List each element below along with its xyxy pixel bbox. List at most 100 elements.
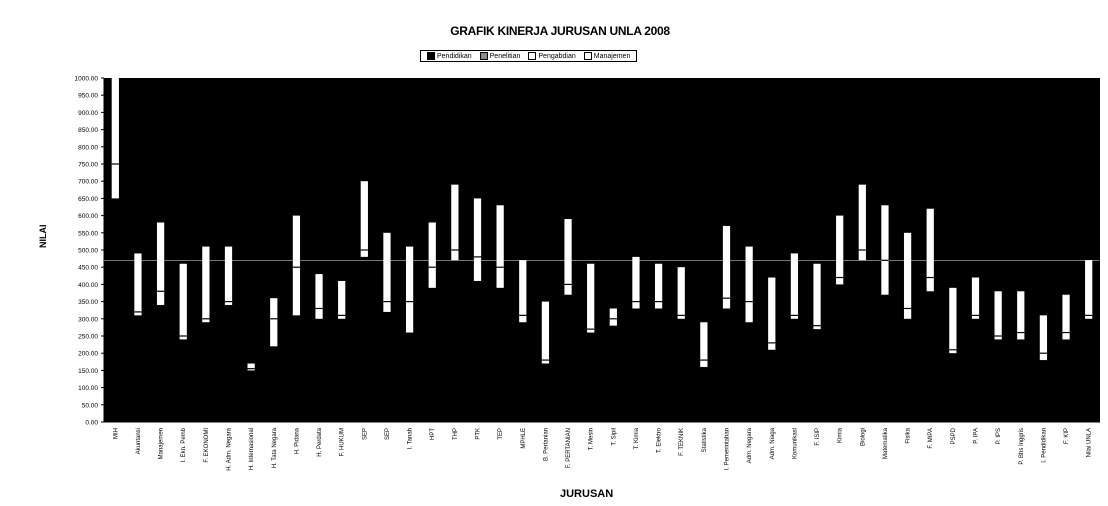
- x-tick-label: Manajemen: [159, 428, 165, 459]
- x-tick-label: P. IPA: [974, 428, 980, 444]
- range-bar: [836, 215, 844, 285]
- legend: Pendidikan Penelitian Pengabdian Manajem…: [420, 50, 638, 62]
- range-bar: [541, 301, 550, 364]
- y-tick-label: 850.00: [78, 127, 98, 134]
- y-tick-label: 750.00: [78, 162, 98, 169]
- range-bar: [111, 78, 119, 199]
- x-tick-label: MPHLE: [521, 428, 527, 449]
- legend-swatch: [427, 52, 435, 60]
- x-tick-label: Nilai UNLA: [1087, 428, 1093, 457]
- legend-swatch: [583, 52, 592, 60]
- range-bar: [1085, 260, 1093, 319]
- legend-label: Pengabdian: [538, 52, 576, 60]
- y-tick-label: 100.00: [78, 385, 98, 392]
- chart-title: GRAFIK KINERJA JURUSAN UNLA 2008: [450, 24, 670, 38]
- x-tick-label: B. Pertanian: [543, 428, 549, 461]
- y-tick-label: 0.00: [85, 420, 98, 427]
- y-tick-label: 500.00: [78, 248, 98, 255]
- x-tick-label: PSPD: [951, 427, 957, 444]
- range-bar: [292, 215, 301, 316]
- x-tick-label: P. IPS: [996, 428, 1002, 444]
- x-tick-label: T. Sipil: [611, 428, 617, 446]
- range-bar: [949, 287, 957, 354]
- x-tick-label: F. HUKUM: [340, 428, 346, 456]
- x-tick-label: H. Perdata: [317, 427, 323, 456]
- legend-label: Penelitian: [489, 52, 521, 60]
- x-tick-label: F. TEKNIK: [679, 428, 685, 456]
- range-bar: [224, 246, 233, 306]
- legend-swatch: [479, 52, 488, 60]
- range-bar: [315, 274, 323, 319]
- x-tick-label: Komunikasi: [792, 428, 798, 459]
- range-bar: [700, 322, 708, 367]
- y-tick-label: 50.00: [82, 402, 99, 409]
- legend-item: Pengabdian: [528, 52, 576, 60]
- range-bar: [338, 280, 346, 319]
- y-tick-label: 700.00: [78, 179, 98, 186]
- x-tick-label: Biologi: [860, 428, 866, 446]
- range-bar: [587, 263, 595, 333]
- range-bar: [134, 253, 142, 316]
- x-axis: MIH Akuntansi Manajemen I. Ekn. Pemb F. EKON…: [104, 421, 1100, 471]
- y-axis: 0.00 50.00 100.00 150.00 200.00 250.00 300.00 3…: [75, 76, 1100, 427]
- x-tick-label: SEP: [385, 428, 391, 440]
- plot-background: [104, 78, 1100, 422]
- y-tick-label: 300.00: [78, 316, 98, 323]
- x-tick-label: TEP: [498, 428, 504, 440]
- range-bar: [564, 219, 572, 295]
- x-tick-label: I. Tanah: [408, 428, 414, 449]
- x-axis-label: JURUSAN: [560, 488, 614, 500]
- x-tick-label: F. PERTANIAN: [566, 428, 572, 468]
- range-bar: [926, 208, 934, 292]
- range-bar: [179, 263, 187, 340]
- range-bar: [971, 277, 980, 319]
- legend-item: Manajemen: [583, 52, 631, 60]
- range-bar: [813, 263, 821, 330]
- x-tick-label: I. Pemerintahan: [725, 428, 731, 470]
- range-bar: [1017, 291, 1025, 340]
- x-tick-label: F. KIP: [1064, 428, 1070, 444]
- x-tick-label: F. ISIP: [815, 428, 821, 446]
- range-bar: [632, 256, 640, 309]
- x-tick-label: Akuntansi: [136, 428, 142, 454]
- x-tick-label: H. Adm. Negara: [227, 427, 233, 470]
- range-bar: [1062, 294, 1070, 340]
- range-bar: [881, 205, 889, 295]
- range-bar: [405, 246, 414, 333]
- range-bar: [790, 253, 799, 319]
- y-tick-label: 800.00: [78, 144, 98, 151]
- x-tick-label: F. EKONOMI: [204, 428, 210, 463]
- y-tick-label: 350.00: [78, 299, 98, 306]
- range-bar: [270, 298, 278, 347]
- range-bar: [858, 184, 866, 261]
- range-bar: [156, 222, 165, 306]
- y-tick-label: 600.00: [78, 213, 98, 220]
- y-tick-label: 200.00: [78, 351, 98, 358]
- x-tick-label: PTK: [476, 428, 482, 440]
- range-bar: [722, 225, 731, 309]
- range-bar: [745, 246, 753, 323]
- range-bar: [383, 232, 391, 312]
- legend-swatch: [528, 52, 537, 60]
- range-bar: [428, 222, 436, 288]
- x-tick-label: Statistika: [702, 427, 708, 452]
- x-tick-label: F. MIPA: [928, 428, 934, 449]
- x-tick-label: H. Tata Negara: [272, 427, 278, 468]
- x-tick-label: T. Mesin: [589, 428, 595, 450]
- range-bar: [1039, 315, 1048, 361]
- legend-label: Manajemen: [593, 52, 631, 60]
- y-tick-label: 400.00: [78, 282, 98, 289]
- y-tick-label: 150.00: [78, 368, 98, 375]
- range-bar: [473, 198, 482, 281]
- x-tick-label: Fisika: [906, 427, 912, 443]
- range-bar: [677, 267, 685, 319]
- x-tick-label: T. Elektro: [657, 427, 663, 453]
- x-tick-label: T. Kimia: [634, 427, 640, 449]
- x-tick-label: H. Pidana: [294, 427, 300, 454]
- x-tick-label: H. Internasional: [249, 428, 255, 470]
- range-bar: [202, 246, 210, 323]
- x-tick-label: Kimia: [838, 427, 844, 443]
- range-bar: [451, 184, 459, 261]
